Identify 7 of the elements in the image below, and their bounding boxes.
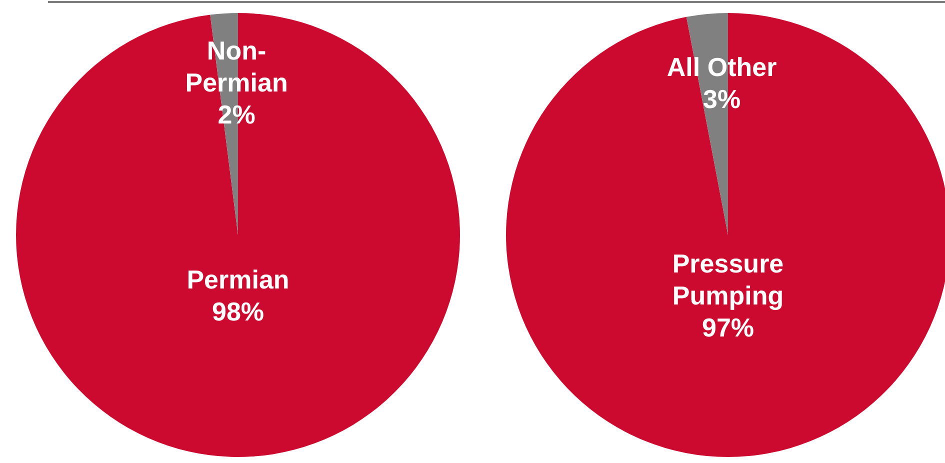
data-label: 97% [702,312,754,342]
data-label: 2% [218,100,256,130]
slice-label: All Other [666,52,777,82]
data-label: 98% [212,296,264,326]
slice-label: Permian [186,264,290,294]
slice-label: Non-Permian [185,36,288,98]
slice-label: Pressure Pumping [672,248,784,310]
